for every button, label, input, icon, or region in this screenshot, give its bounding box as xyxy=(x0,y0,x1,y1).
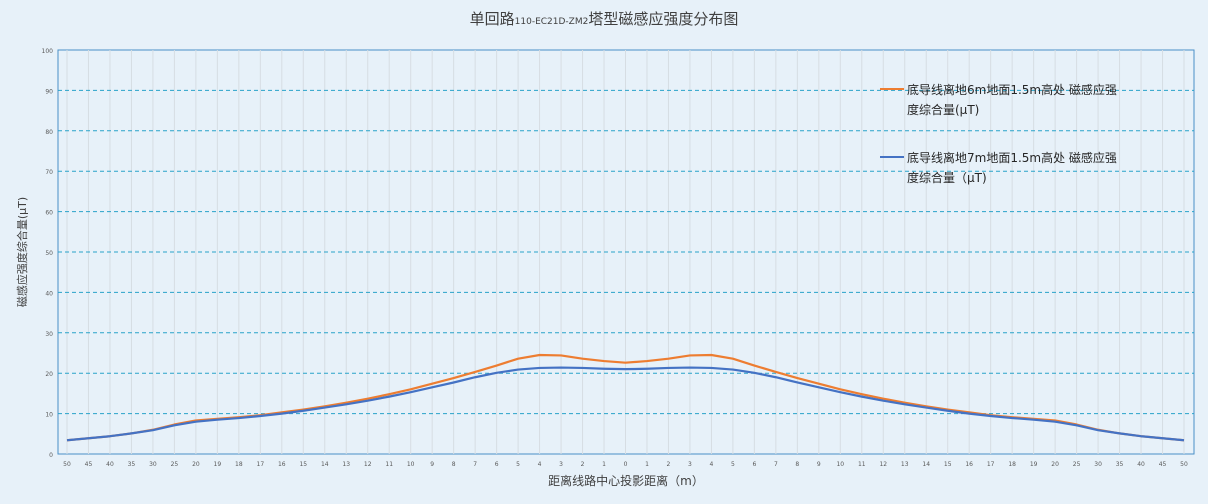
x-tick-label: 20 xyxy=(192,461,200,468)
x-tick-label: 2 xyxy=(581,461,585,468)
y-tick-label: 60 xyxy=(45,210,53,217)
y-tick-label: 10 xyxy=(45,412,53,419)
x-tick-label: 10 xyxy=(407,461,415,468)
x-tick-label: 18 xyxy=(1008,461,1016,468)
x-tick-label: 19 xyxy=(214,461,222,468)
x-tick-label: 15 xyxy=(299,461,307,468)
y-axis-tick-labels: 0 10 20 30 40 50 60 70 80 90 100 xyxy=(42,48,54,459)
x-tick-label: 50 xyxy=(1180,461,1188,468)
x-tick-label: 40 xyxy=(1137,461,1145,468)
x-tick-label: 0 xyxy=(624,461,628,468)
legend: 底导线离地6m地面1.5m高处 磁感应强 度综合量(μT) 底导线离地7m地面1… xyxy=(880,82,1117,185)
x-tick-label: 7 xyxy=(774,461,778,468)
horizontal-gridlines xyxy=(58,89,1194,415)
x-tick-label: 40 xyxy=(106,461,114,468)
x-tick-label: 17 xyxy=(987,461,995,468)
x-tick-label: 14 xyxy=(922,461,930,468)
x-tick-label: 1 xyxy=(645,461,649,468)
x-tick-label: 16 xyxy=(278,461,286,468)
x-tick-label: 9 xyxy=(430,461,434,468)
x-tick-label: 3 xyxy=(559,461,563,468)
x-tick-label: 4 xyxy=(710,461,714,468)
x-tick-label: 20 xyxy=(1051,461,1059,468)
x-tick-label: 5 xyxy=(516,461,520,468)
y-tick-label: 30 xyxy=(45,331,53,338)
y-tick-label: 100 xyxy=(42,48,54,55)
x-tick-label: 45 xyxy=(85,461,93,468)
y-tick-label: 70 xyxy=(45,169,53,176)
x-tick-label: 50 xyxy=(63,461,71,468)
x-tick-label: 12 xyxy=(364,461,372,468)
x-tick-label: 4 xyxy=(538,461,542,468)
legend-label-7m-line2: 度综合量（μT) xyxy=(907,170,987,185)
x-tick-label: 3 xyxy=(688,461,692,468)
legend-label-6m-line2: 度综合量(μT) xyxy=(907,102,979,117)
x-tick-label: 13 xyxy=(901,461,909,468)
x-tick-label: 16 xyxy=(965,461,973,468)
y-tick-label: 80 xyxy=(45,129,53,136)
y-tick-label: 40 xyxy=(45,290,53,297)
x-tick-label: 13 xyxy=(342,461,350,468)
x-tick-label: 8 xyxy=(795,461,799,468)
series-lines xyxy=(66,353,1185,442)
x-tick-label: 6 xyxy=(495,461,499,468)
x-axis-label: 距离线路中心投影距离（m） xyxy=(548,473,704,488)
y-tick-label: 20 xyxy=(45,371,53,378)
x-tick-label: 11 xyxy=(858,461,866,468)
chart-title: 单回路110-EC21D-ZM2塔型磁感应强度分布图 xyxy=(470,10,739,28)
legend-label-7m-line1: 底导线离地7m地面1.5m高处 磁感应强 xyxy=(907,150,1117,165)
legend-label-6m-line1: 底导线离地6m地面1.5m高处 磁感应强 xyxy=(907,82,1117,97)
x-tick-label: 10 xyxy=(836,461,844,468)
x-tick-label: 9 xyxy=(817,461,821,468)
x-tick-label: 25 xyxy=(1073,461,1081,468)
x-tick-label: 1 xyxy=(602,461,606,468)
x-tick-label: 14 xyxy=(321,461,329,468)
x-tick-label: 11 xyxy=(385,461,393,468)
x-tick-label: 8 xyxy=(452,461,456,468)
x-tick-label: 19 xyxy=(1030,461,1038,468)
y-axis-label: 磁感应强度综合量(μT) xyxy=(15,197,29,307)
x-tick-label: 18 xyxy=(235,461,243,468)
x-tick-label: 35 xyxy=(128,461,136,468)
x-tick-label: 5 xyxy=(731,461,735,468)
x-tick-label: 30 xyxy=(1094,461,1102,468)
x-tick-label: 15 xyxy=(944,461,952,468)
x-tick-label: 12 xyxy=(879,461,887,468)
x-tick-label: 7 xyxy=(473,461,477,468)
x-tick-label: 6 xyxy=(752,461,756,468)
x-axis-tick-labels: 50 45 40 35 30 25 20 19 18 17 16 15 14 13 12 11 10 9 8 7 6 5 4… xyxy=(63,461,1188,468)
x-tick-label: 2 xyxy=(667,461,671,468)
x-tick-label: 30 xyxy=(149,461,157,468)
y-tick-label: 90 xyxy=(45,88,53,95)
x-tick-label: 17 xyxy=(257,461,265,468)
series-line-7m xyxy=(66,366,1185,442)
x-tick-label: 25 xyxy=(171,461,179,468)
y-tick-label: 0 xyxy=(49,452,53,459)
y-tick-label: 50 xyxy=(45,250,53,257)
x-tick-label: 35 xyxy=(1116,461,1124,468)
x-tick-label: 45 xyxy=(1159,461,1167,468)
